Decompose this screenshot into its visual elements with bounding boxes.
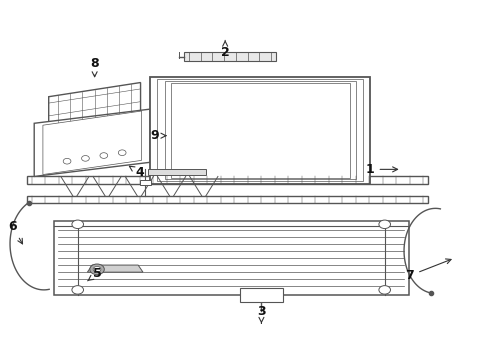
Circle shape xyxy=(72,220,83,229)
Text: 4: 4 xyxy=(129,166,143,179)
Polygon shape xyxy=(43,111,141,175)
Polygon shape xyxy=(139,180,151,185)
Circle shape xyxy=(378,220,390,229)
Polygon shape xyxy=(27,196,427,203)
Text: 2: 2 xyxy=(221,40,229,59)
Circle shape xyxy=(90,264,104,275)
Polygon shape xyxy=(34,109,150,176)
Polygon shape xyxy=(183,53,275,61)
Circle shape xyxy=(118,150,126,156)
Polygon shape xyxy=(27,176,427,184)
Text: 7: 7 xyxy=(405,259,450,282)
Circle shape xyxy=(93,266,101,272)
Text: 5: 5 xyxy=(87,267,101,281)
Circle shape xyxy=(378,285,390,294)
Text: 9: 9 xyxy=(150,129,165,142)
Circle shape xyxy=(72,285,83,294)
Polygon shape xyxy=(239,288,283,302)
Circle shape xyxy=(63,158,71,164)
Polygon shape xyxy=(53,221,408,295)
Text: 8: 8 xyxy=(90,57,99,77)
Circle shape xyxy=(100,153,107,158)
Polygon shape xyxy=(150,77,369,184)
Text: 3: 3 xyxy=(257,305,265,323)
Text: 1: 1 xyxy=(365,163,397,176)
Polygon shape xyxy=(49,82,140,161)
Circle shape xyxy=(81,156,89,161)
Text: 6: 6 xyxy=(8,220,22,244)
Polygon shape xyxy=(147,169,205,175)
Polygon shape xyxy=(87,265,142,272)
